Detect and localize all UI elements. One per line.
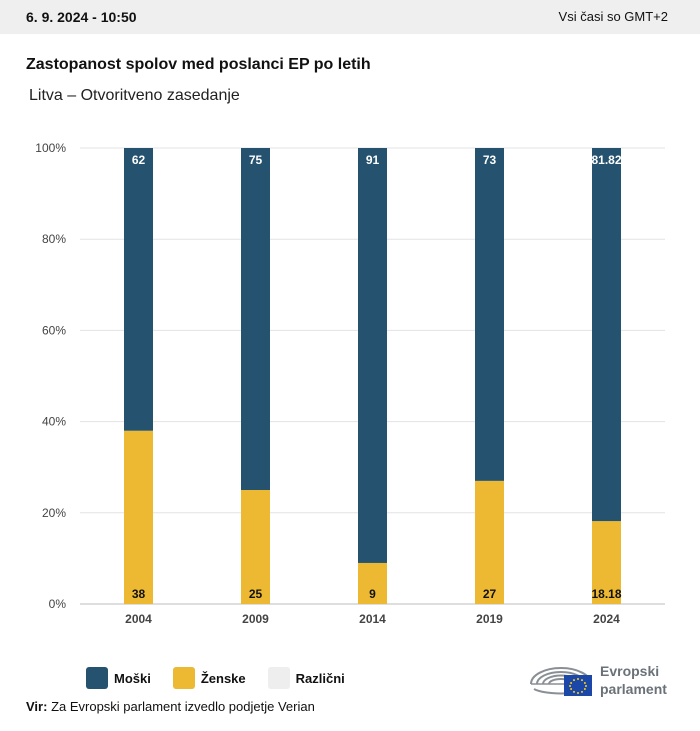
y-tick-label: 100%: [35, 141, 66, 155]
data-label-female: 9: [369, 587, 376, 601]
source-prefix: Vir:: [26, 699, 48, 714]
legend-swatch-female: [172, 667, 195, 689]
stacked-bar-chart: 0% 20% 40% 60% 80% 100% 62 38 2004 75 25 2009 91 9 201…: [35, 141, 665, 626]
data-label-female: 27: [483, 587, 497, 601]
legend-label-male: Moški: [114, 670, 151, 686]
y-tick-label: 80%: [42, 232, 66, 246]
data-label-female: 25: [249, 587, 263, 601]
legend: Moški Ženske Različni: [86, 667, 367, 689]
data-label-male: 91: [366, 153, 380, 167]
x-tick-label: 2019: [476, 612, 503, 626]
logo-line-2: parlament: [600, 681, 667, 697]
x-tick-label: 2024: [593, 612, 620, 626]
legend-item-female[interactable]: Ženske: [172, 667, 246, 689]
x-tick-label: 2004: [125, 612, 152, 626]
legend-swatch-other: [267, 667, 290, 689]
chart-title: Zastopanost spolov med poslanci EP po le…: [26, 56, 371, 73]
legend-item-other[interactable]: Različni: [267, 667, 345, 689]
data-label-male: 81.82: [591, 153, 621, 167]
chart-subtitle: Litva – Otvoritveno zasedanje: [29, 87, 240, 104]
y-tick-label: 60%: [42, 323, 66, 337]
bar-female: [592, 521, 621, 604]
top-bar: 6. 9. 2024 - 10:50 Vsi časi so GMT+2: [0, 0, 700, 34]
bar-female: [358, 562, 387, 604]
bar-male: [592, 148, 621, 522]
parliament-hemicycle-icon: [530, 667, 592, 696]
bar-male: [241, 148, 270, 490]
y-tick-label: 0%: [49, 597, 67, 611]
bar-male: [124, 148, 153, 431]
y-tick-label: 20%: [42, 506, 66, 520]
european-parliament-logo: Evropski parlament: [530, 663, 667, 697]
data-label-male: 75: [249, 153, 263, 167]
source-note: Vir: Za Evropski parlament izvedlo podje…: [26, 699, 315, 714]
data-label-female: 38: [132, 587, 146, 601]
legend-item-male[interactable]: Moški: [86, 667, 151, 689]
data-label-male: 73: [483, 153, 497, 167]
bar-female: [124, 430, 153, 604]
legend-swatch-male: [86, 667, 108, 689]
datetime-label: 6. 9. 2024 - 10:50: [26, 9, 137, 25]
data-label-male: 62: [132, 153, 146, 167]
legend-label-female: Ženske: [200, 670, 246, 686]
x-tick-label: 2014: [359, 612, 386, 626]
x-tick-label: 2009: [242, 612, 269, 626]
data-label-female: 18.18: [591, 587, 621, 601]
logo-line-1: Evropski: [600, 663, 659, 679]
legend-label-other: Različni: [295, 670, 345, 686]
bar-male: [358, 148, 387, 563]
bar-female: [241, 490, 270, 604]
timezone-note: Vsi časi so GMT+2: [558, 9, 668, 24]
y-tick-label: 40%: [42, 415, 66, 429]
bar-male: [475, 148, 504, 481]
source-text: Za Evropski parlament izvedlo podjetje V…: [51, 699, 315, 714]
bar-female: [475, 480, 504, 604]
